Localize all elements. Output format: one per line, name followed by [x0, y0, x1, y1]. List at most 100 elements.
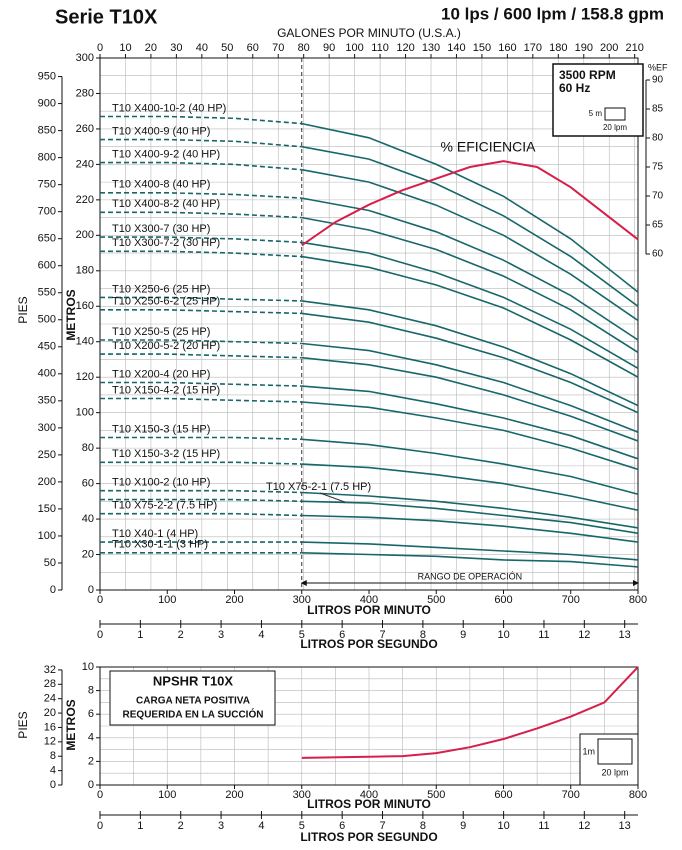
- y2-tick-label: 60: [652, 249, 664, 260]
- lps-tick-label: 2: [178, 820, 184, 832]
- scale-key-box: [597, 738, 633, 765]
- curve-label: T10 X400-10-2 (40 HP): [112, 102, 226, 114]
- curve-label: T10 X200-5-2 (20 HP): [112, 340, 220, 352]
- y-tick-label: 6: [88, 708, 94, 720]
- curve: [301, 385, 639, 460]
- curve: [301, 312, 639, 414]
- chart-title: NPSHR T10X: [153, 673, 234, 688]
- curve: [100, 489, 302, 494]
- scale-key-flow: 20 lpm: [601, 767, 628, 777]
- y2-tick-label: 85: [652, 104, 664, 115]
- gpm-tick-label: 90: [323, 42, 335, 54]
- y2-tick-label: 90: [652, 75, 664, 86]
- pies-tick-label: 0: [50, 584, 56, 596]
- lps-tick-label: 13: [619, 629, 631, 641]
- gpm-tick-label: 20: [145, 42, 157, 54]
- gpm-tick-label: 60: [247, 42, 259, 54]
- x-tick-label: 400: [360, 789, 378, 801]
- x-tick-label: 100: [158, 594, 176, 606]
- rpm-text: 60 Hz: [559, 81, 590, 95]
- lps-tick-label: 1: [137, 629, 143, 641]
- curve: [301, 160, 639, 247]
- curve: [100, 512, 302, 517]
- gpm-tick-label: 120: [396, 42, 414, 54]
- pies-tick-label: 200: [38, 476, 56, 488]
- curve: [301, 552, 639, 568]
- y2-axis-title: %EF: [648, 62, 668, 72]
- lps-tick-label: 6: [339, 629, 345, 641]
- x-tick-label: 200: [225, 789, 243, 801]
- pies-tick-label: 150: [38, 503, 56, 515]
- y-tick-label: 10: [82, 661, 94, 673]
- leader-line: [319, 492, 346, 503]
- x-tick-label: 800: [629, 594, 647, 606]
- y-tick-label: 200: [76, 229, 94, 241]
- curve: [301, 541, 639, 561]
- y2-tick-label: 75: [652, 162, 664, 173]
- curve: [301, 438, 639, 495]
- curve: [100, 353, 302, 359]
- curve: [100, 309, 302, 315]
- curve: [100, 436, 302, 441]
- y-tick-label: 60: [82, 478, 94, 490]
- lps-tick-label: 2: [178, 629, 184, 641]
- lps-tick-label: 12: [578, 820, 590, 832]
- lps-tick-label: 10: [497, 629, 509, 641]
- curve: [100, 236, 302, 244]
- curve-label: T10 X40-1 (4 HP): [112, 528, 198, 540]
- rpm-text: 3500 RPM: [559, 68, 616, 82]
- lps-tick-label: 7: [379, 629, 385, 641]
- rpm-box: [552, 63, 644, 137]
- gpm-tick-label: 200: [600, 42, 618, 54]
- curve: [301, 342, 639, 433]
- lps-tick-label: 3: [218, 820, 224, 832]
- curve: [301, 300, 639, 407]
- curve: [100, 339, 302, 345]
- curve: [301, 463, 639, 511]
- y-axis-title: METROS: [64, 699, 78, 750]
- gpm-tick-label: 170: [524, 42, 542, 54]
- pies-tick-label: 700: [38, 206, 56, 218]
- curve-label: T10 X150-3-2 (15 HP): [112, 448, 220, 460]
- y-tick-label: 40: [82, 513, 94, 525]
- pies-tick-label: 850: [38, 124, 56, 136]
- curve: [100, 192, 302, 199]
- page-title: Serie T10X: [55, 6, 158, 28]
- pies-tick-label: 650: [38, 233, 56, 245]
- lps-tick-label: 1: [137, 820, 143, 832]
- pies-tick-label: 24: [44, 693, 56, 705]
- pies-tick-label: 12: [44, 736, 56, 748]
- gpm-tick-label: 150: [473, 42, 491, 54]
- y-tick-label: 2: [88, 755, 94, 767]
- y-tick-label: 4: [88, 732, 94, 744]
- pies-tick-label: 4: [50, 765, 56, 777]
- lps-tick-label: 11: [538, 820, 549, 832]
- gpm-tick-label: 40: [196, 42, 208, 54]
- gpm-tick-label: 50: [221, 42, 233, 54]
- gpm-tick-label: 180: [549, 42, 567, 54]
- curve-label: T10 X100-2 (10 HP): [112, 477, 210, 489]
- gpm-tick-label: 100: [345, 42, 363, 54]
- gpm-tick-label: 140: [447, 42, 465, 54]
- curve: [301, 401, 639, 471]
- scale-key-height: 1m: [582, 746, 595, 756]
- curve: [301, 500, 639, 535]
- lps-tick-label: 0: [97, 820, 103, 832]
- y-tick-label: 100: [76, 407, 94, 419]
- gpm-axis-title: GALONES POR MINUTO (U.S.A.): [277, 26, 461, 40]
- lps-tick-label: 0: [97, 629, 103, 641]
- y-tick-label: 160: [76, 300, 94, 312]
- y-tick-label: 140: [76, 336, 94, 348]
- y2-tick-label: 70: [652, 191, 664, 202]
- x-tick-label: 500: [427, 789, 445, 801]
- pies-tick-label: 8: [50, 750, 56, 762]
- curve-label: T10 X400-8 (40 HP): [112, 179, 210, 191]
- curve: [301, 216, 639, 354]
- curve: [100, 161, 302, 171]
- y-tick-label: 120: [76, 371, 94, 383]
- pies-tick-label: 300: [38, 422, 56, 434]
- lps-axis-title: LITROS POR SEGUNDO: [300, 830, 437, 844]
- scale-key-box: [604, 107, 626, 121]
- lps-tick-label: 9: [460, 820, 466, 832]
- curve: [301, 145, 639, 307]
